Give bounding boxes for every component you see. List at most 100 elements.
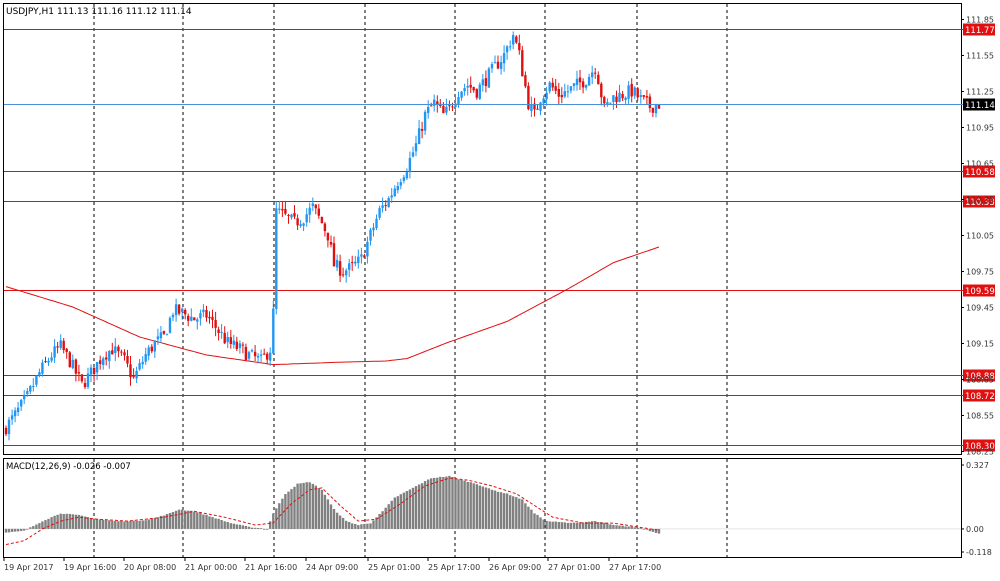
price-tick-label: 110.35 <box>966 196 994 205</box>
price-tick-label: 108.85 <box>966 376 994 385</box>
macd-bar <box>484 487 488 529</box>
macd-bar <box>360 524 363 529</box>
candle-body <box>323 223 327 232</box>
candle-body <box>181 308 184 312</box>
candle-body <box>111 350 114 355</box>
candle-body <box>366 241 369 257</box>
macd-bar <box>16 528 20 532</box>
macd-bar <box>229 523 232 529</box>
candle-body <box>509 46 512 48</box>
time-tick-label: 21 Apr 16:00 <box>245 563 297 572</box>
macd-bar <box>594 521 597 529</box>
candle-body <box>591 72 594 78</box>
macd-bar <box>308 482 311 529</box>
macd-bar <box>366 523 369 529</box>
candle-body <box>296 218 299 226</box>
candle-body <box>153 340 156 352</box>
macd-bar <box>478 485 481 529</box>
candle-body <box>41 362 44 374</box>
level-label: 110.58 <box>965 168 995 178</box>
macd-bar <box>341 517 345 529</box>
macd-bar <box>463 480 466 529</box>
candle-body <box>314 204 317 209</box>
macd-bar <box>329 504 333 529</box>
candle-body <box>275 208 278 309</box>
price-tick-label: 108.55 <box>966 412 994 421</box>
macd-bar <box>68 513 71 529</box>
macd-bar <box>144 520 147 529</box>
candle-body <box>102 358 105 365</box>
macd-bar <box>226 522 229 529</box>
macd-bar <box>290 489 293 529</box>
macd-bar <box>505 493 509 529</box>
macd-bar <box>208 516 211 529</box>
macd-bar <box>10 528 14 532</box>
macd-bar <box>174 510 178 529</box>
candle-body <box>89 367 93 375</box>
candle-body <box>575 78 579 85</box>
macd-bar <box>126 521 129 529</box>
candle-body <box>600 83 603 98</box>
candle-body <box>290 214 293 218</box>
macd-bar <box>439 476 442 529</box>
price-tick-label: 108.25 <box>966 448 994 457</box>
candle-body <box>569 86 573 91</box>
macd-axis: 0.327 0.00 -0.118 <box>961 461 992 557</box>
macd-bar <box>86 517 90 529</box>
candle-body <box>499 62 503 69</box>
macd-bar <box>141 520 144 529</box>
candle-body <box>92 367 96 374</box>
candle-body <box>624 97 627 100</box>
macd-bar <box>302 482 305 529</box>
candle-body <box>135 370 138 379</box>
candle-body <box>493 62 497 64</box>
macd-bar <box>177 509 181 529</box>
candle-body <box>159 332 163 339</box>
macd-bar <box>184 510 187 529</box>
candle-body <box>305 214 308 223</box>
macd-bar <box>95 519 99 529</box>
macd-bar <box>311 483 314 529</box>
candle-body <box>436 101 439 105</box>
macd-bar <box>384 507 387 529</box>
macd-bar <box>645 528 649 530</box>
candle-body <box>627 85 630 99</box>
macd-bar <box>539 517 542 529</box>
candle-body <box>120 351 123 353</box>
macd-bar <box>205 514 208 529</box>
macd-bar <box>466 482 469 529</box>
candle-body <box>633 87 636 96</box>
macd-bar <box>296 483 299 529</box>
candle-body <box>138 363 141 370</box>
macd-bar <box>147 519 150 529</box>
macd-bar <box>572 522 576 529</box>
macd-bar <box>348 522 351 529</box>
macd-bar <box>651 528 655 532</box>
macd-bar <box>62 514 65 529</box>
candle-body <box>387 198 390 207</box>
macd-bar <box>566 522 570 529</box>
time-tick-label: 25 Apr 01:00 <box>368 563 420 572</box>
macd-bar <box>326 499 330 529</box>
candle-body <box>132 376 135 378</box>
macd-bar <box>603 522 606 529</box>
candle-body <box>266 353 269 360</box>
macd-bar <box>323 494 327 529</box>
macd-bar <box>77 514 81 529</box>
candle-body <box>53 346 56 358</box>
candle-body <box>338 261 342 276</box>
macd-bar <box>417 484 421 529</box>
macd-bar <box>402 492 406 529</box>
candle-body <box>35 375 38 385</box>
macd-bar <box>181 509 184 529</box>
candle-body <box>317 208 320 216</box>
macd-bar <box>557 522 560 529</box>
macd-bar <box>375 517 378 529</box>
macd-bar <box>581 522 585 529</box>
macd-bar <box>454 477 457 529</box>
candle-body <box>551 82 554 88</box>
macd-signal <box>5 477 660 546</box>
macd-bar <box>247 526 251 529</box>
